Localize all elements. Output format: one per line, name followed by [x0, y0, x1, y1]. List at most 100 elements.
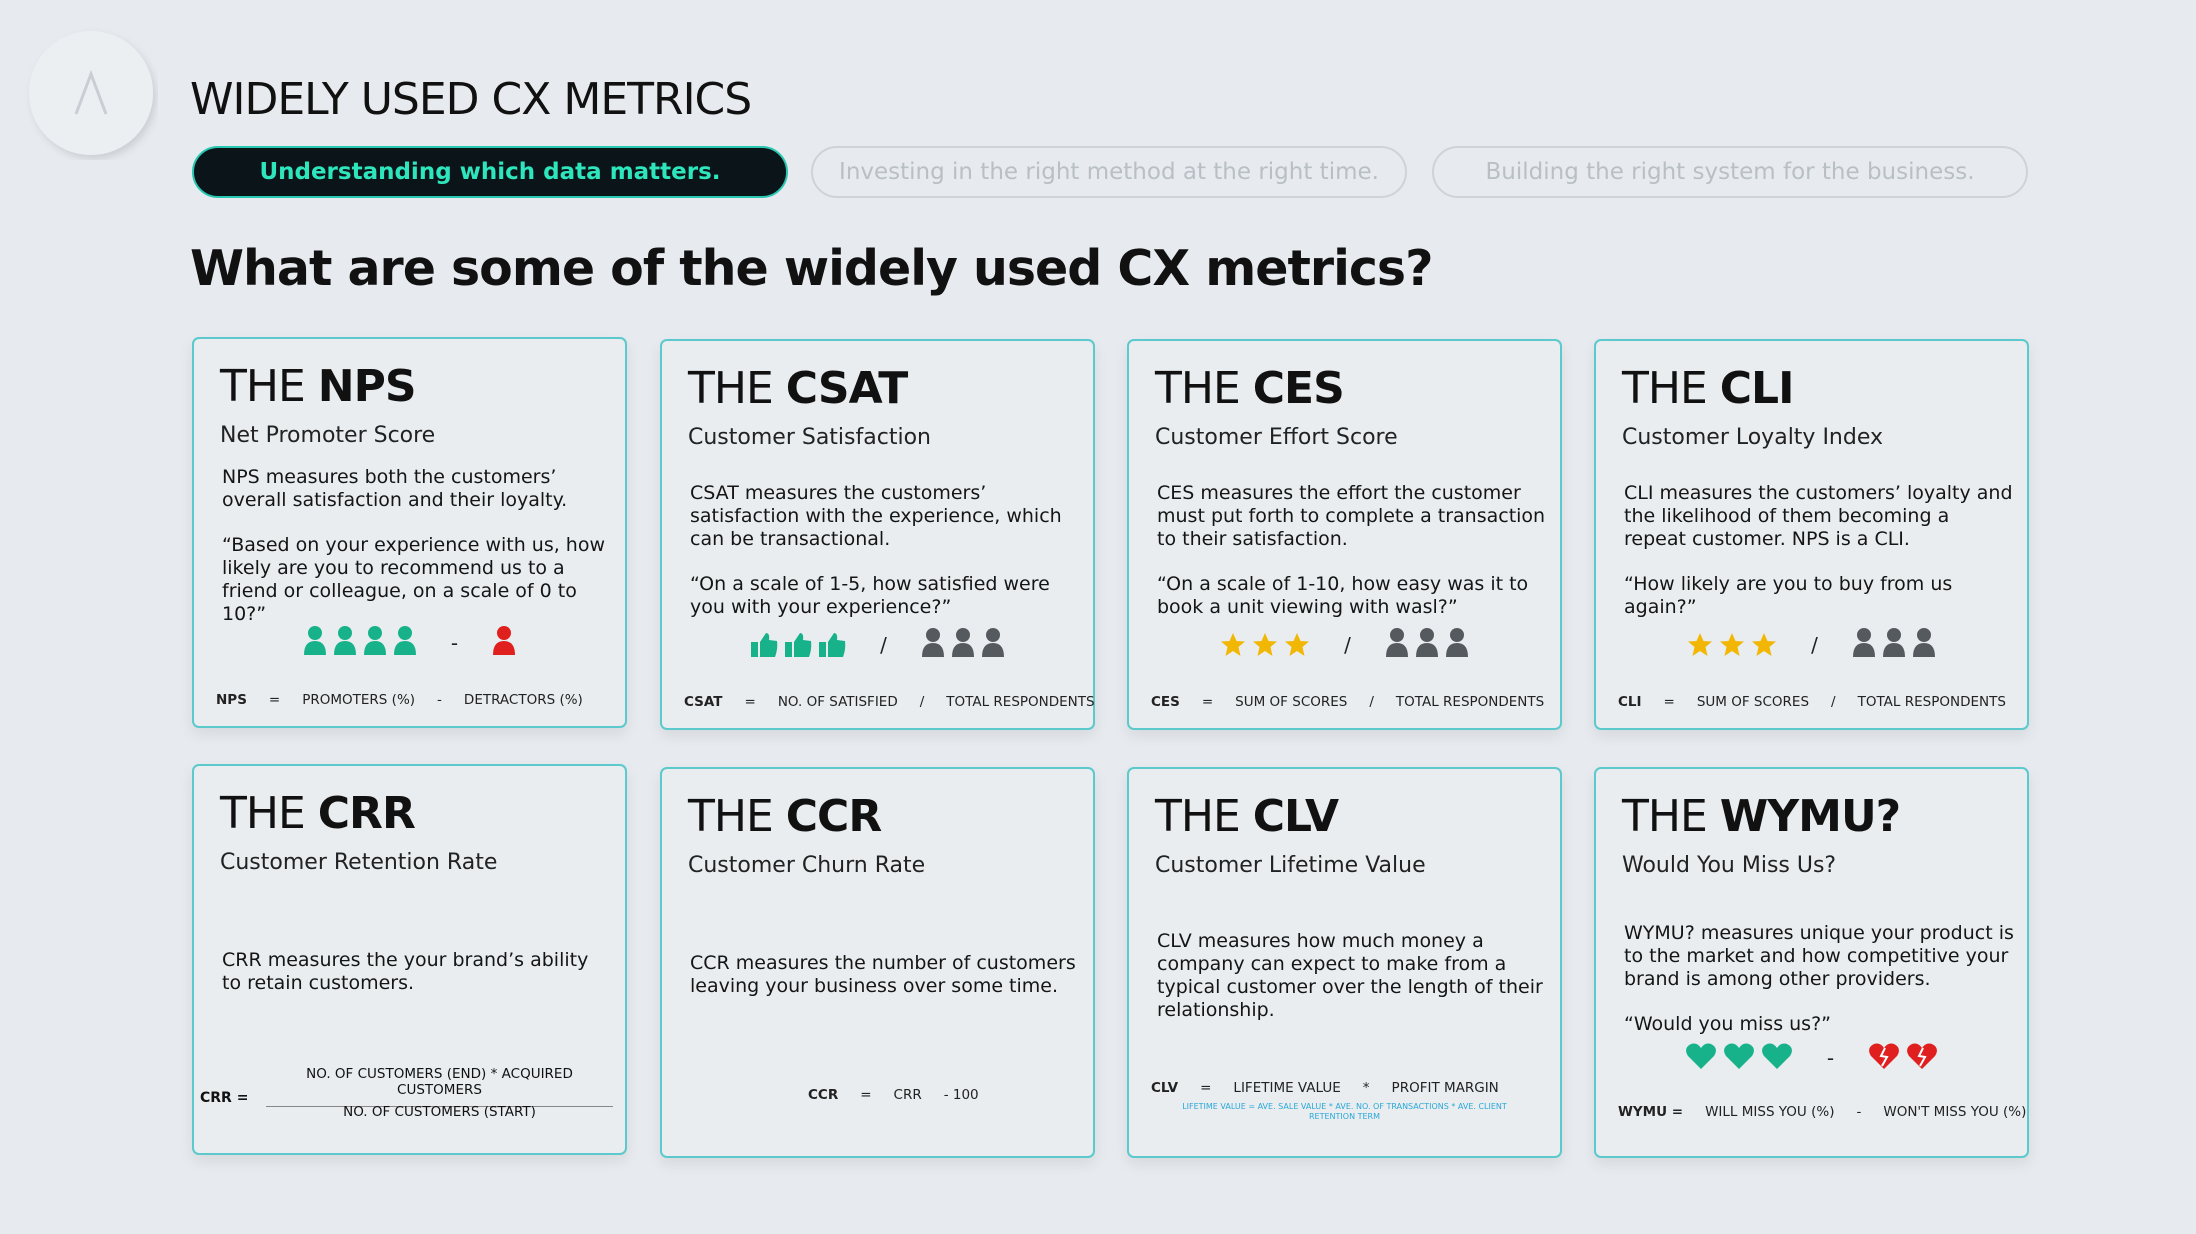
person-icon: [951, 628, 974, 657]
card-title-prefix: THE: [1622, 791, 1708, 842]
formula-token: - 100: [943, 1087, 979, 1103]
formula: WYMU = WILL MISS YOU (%) - WON'T MISS YOU (…: [1618, 1104, 2026, 1120]
card-title-abbr: CES: [1252, 363, 1345, 414]
formula-token: DETRACTORS (%): [463, 692, 583, 708]
formula-token: /: [919, 694, 925, 710]
description-text: CCR measures the number of customers lea…: [690, 952, 1076, 997]
formula-token: =: [744, 694, 756, 710]
icon-row: /: [1129, 627, 1560, 657]
icon-operator: /: [1811, 633, 1818, 657]
person-icon: [1415, 628, 1438, 657]
card-description: CRR measures the your brand’s ability to…: [222, 949, 612, 1017]
card-description: CLV measures how much money a company ca…: [1157, 930, 1547, 1044]
card-subtitle: Customer Lifetime Value: [1155, 853, 1426, 878]
formula-numerator: NO. OF CUSTOMERS (END) * ACQUIRED CUSTOM…: [266, 1066, 613, 1107]
tab[interactable]: Understanding which data matters.: [192, 146, 788, 198]
formula-token: CLV: [1151, 1080, 1179, 1096]
card-title-abbr: CSAT: [785, 363, 908, 414]
metric-card: THE CLV Customer Lifetime Value CLV measur…: [1127, 767, 1562, 1158]
card-title: THE CCR: [688, 791, 882, 842]
icon-operator: -: [450, 631, 459, 655]
tab[interactable]: Investing in the right method at the rig…: [811, 146, 1407, 198]
star-icon: [1285, 633, 1310, 656]
formula-token: TOTAL RESPONDENTS: [1395, 694, 1545, 710]
person-icon: [493, 626, 516, 655]
person-icon: [363, 626, 386, 655]
icon-row: -: [1596, 1040, 2027, 1070]
description-text: CRR measures the your brand’s ability to…: [222, 949, 589, 994]
card-title: THE NPS: [220, 361, 417, 412]
card-description: WYMU? measures unique your product is to…: [1624, 922, 2014, 1058]
person-icon: [393, 626, 416, 655]
formula-token: -: [1856, 1104, 1862, 1120]
quote-text: “On a scale of 1-10, how easy was it to …: [1157, 573, 1529, 618]
icon-operator: /: [1344, 633, 1351, 657]
thumb-icon: [751, 633, 778, 657]
card-subtitle: Customer Retention Rate: [220, 850, 498, 875]
card-title-prefix: THE: [688, 363, 774, 414]
icon-operator: /: [880, 633, 887, 657]
card-description: NPS measures both the customers’ overall…: [222, 466, 612, 648]
card-description: CLI measures the customers’ loyalty and …: [1624, 482, 2014, 641]
formula: CLV = LIFETIME VALUE * PROFIT MARGIN: [1151, 1080, 1550, 1096]
card-title-prefix: THE: [1155, 791, 1241, 842]
icon-operator: -: [1826, 1046, 1835, 1070]
person-icon: [1852, 628, 1875, 657]
card-title: THE CSAT: [688, 363, 908, 414]
card-title-abbr: NPS: [317, 361, 417, 412]
star-icon: [1688, 633, 1713, 656]
person-icon: [1385, 628, 1408, 657]
card-subtitle: Would You Miss Us?: [1622, 853, 1837, 878]
quote-text: “On a scale of 1-5, how satisfied were y…: [690, 573, 1050, 618]
star-icon: [1720, 633, 1745, 656]
card-title: THE WYMU?: [1622, 791, 1901, 842]
description-text: CES measures the effort the customer mus…: [1157, 482, 1546, 550]
star-icon: [1253, 633, 1278, 656]
tab[interactable]: Building the right system for the busine…: [1432, 146, 2028, 198]
formula-token: -: [437, 692, 442, 708]
formula-token: WYMU =: [1618, 1104, 1684, 1120]
card-description: CES measures the effort the customer mus…: [1157, 482, 1547, 641]
card-title-abbr: CRR: [317, 788, 416, 839]
card-title-abbr: WYMU?: [1719, 791, 1901, 842]
card-subtitle: Customer Loyalty Index: [1622, 425, 1884, 450]
card-subtitle: Customer Satisfaction: [688, 425, 931, 450]
card-title: THE CLV: [1155, 791, 1339, 842]
formula: CLI = SUM OF SCORES / TOTAL RESPONDENTS: [1618, 694, 2017, 710]
logo: [29, 31, 153, 155]
formula-token: TOTAL RESPONDENTS: [1857, 694, 2006, 710]
heart-icon: [1685, 1043, 1716, 1069]
card-subtitle: Customer Churn Rate: [688, 853, 926, 878]
card-title-prefix: THE: [220, 361, 306, 412]
formula-note: LIFETIME VALUE = AVE. SALE VALUE * AVE. …: [1182, 1102, 1507, 1121]
formula-token: CRR: [893, 1087, 922, 1103]
heart-icon: [1761, 1043, 1792, 1069]
star-icon: [1752, 633, 1777, 656]
metric-card: THE CRR Customer Retention Rate CRR measur…: [192, 764, 627, 1155]
formula-token: =: [1201, 694, 1214, 710]
card-title: THE CRR: [220, 788, 416, 839]
quote-text: “Based on your experience with us, how l…: [222, 534, 606, 625]
broken-heart-icon: [1869, 1043, 1900, 1069]
person-icon: [1445, 628, 1468, 657]
description-text: NPS measures both the customers’ overall…: [222, 466, 568, 511]
formula: CCR = CRR - 100: [808, 1087, 1083, 1103]
quote-text: “How likely are you to buy from us again…: [1624, 573, 1953, 618]
card-title-abbr: CCR: [785, 791, 882, 842]
formula-denominator: NO. OF CUSTOMERS (START): [343, 1104, 536, 1120]
formula-token: PROMOTERS (%): [302, 692, 416, 708]
formula-token: TOTAL RESPONDENTS: [946, 694, 1095, 710]
card-description: CSAT measures the customers’ satisfactio…: [690, 482, 1080, 641]
person-icon: [1882, 628, 1905, 657]
formula-lhs: CRR =: [200, 1090, 249, 1106]
page-title: WIDELY USED CX METRICS: [190, 74, 752, 125]
metric-card: THE CCR Customer Churn Rate CCR measures t…: [660, 767, 1095, 1158]
formula: CSAT = NO. OF SATISFIED / TOTAL RESPONDENTS: [684, 694, 1095, 710]
description-text: CSAT measures the customers’ satisfactio…: [690, 482, 1062, 550]
person-icon: [333, 626, 356, 655]
icon-row: /: [1596, 627, 2027, 657]
icon-row: -: [194, 625, 625, 655]
formula: NPS = PROMOTERS (%) - DETRACTORS (%): [216, 692, 615, 708]
formula-token: CLI: [1618, 694, 1642, 710]
formula-token: NO. OF SATISFIED: [777, 694, 898, 710]
